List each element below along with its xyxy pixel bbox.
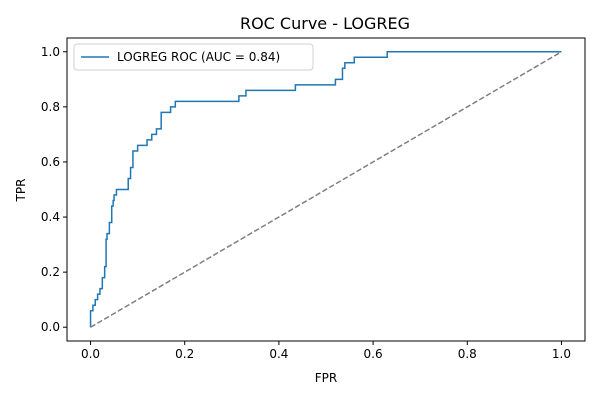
plot-frame bbox=[66, 37, 586, 342]
y-tick-label: 0.2 bbox=[41, 265, 60, 279]
y-tick-label: 1.0 bbox=[41, 45, 60, 59]
series-layer bbox=[89, 51, 562, 328]
y-axis-ticks: 0.0 0.2 0.4 0.6 0.8 1.0 bbox=[41, 45, 67, 334]
roc-curve-line bbox=[89, 51, 562, 328]
y-tick-label: 0.8 bbox=[41, 100, 60, 114]
legend: LOGREG ROC (AUC = 0.84) bbox=[73, 43, 314, 71]
chart-title: ROC Curve - LOGREG bbox=[240, 14, 410, 33]
x-tick-label: 0.8 bbox=[458, 347, 477, 361]
x-tick-label: 0.0 bbox=[81, 347, 100, 361]
legend-box bbox=[73, 43, 314, 71]
x-tick-label: 0.4 bbox=[269, 347, 288, 361]
x-tick-label: 0.6 bbox=[364, 347, 383, 361]
y-tick-label: 0.4 bbox=[41, 210, 60, 224]
legend-label-logreg: LOGREG ROC (AUC = 0.84) bbox=[117, 50, 280, 64]
x-axis-ticks: 0.0 0.2 0.4 0.6 0.8 1.0 bbox=[81, 341, 571, 361]
x-tick-label: 0.2 bbox=[175, 347, 194, 361]
y-tick-label: 0.6 bbox=[41, 155, 60, 169]
chance-diagonal-line bbox=[90, 51, 562, 328]
plot-area bbox=[66, 37, 586, 342]
x-tick-label: 1.0 bbox=[552, 347, 571, 361]
x-axis-label: FPR bbox=[315, 371, 337, 385]
y-tick-label: 0.0 bbox=[41, 320, 60, 334]
y-axis-label: TPR bbox=[14, 179, 28, 203]
